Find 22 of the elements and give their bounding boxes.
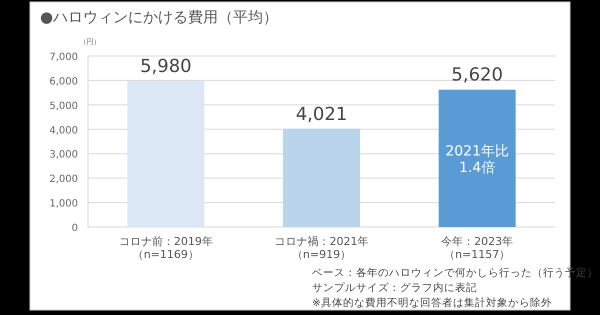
y-tick-label: 1,000 [49, 198, 78, 210]
y-tick-label: 5,000 [49, 100, 78, 112]
text: ※具体的な費用不明な回答者は集計対象から除外 [312, 296, 552, 309]
x-tick-label: コロナ禍：2021年（n=919） [274, 235, 368, 262]
x-tick-label: コロナ前：2019年（n=1169） [118, 235, 213, 262]
annotation: 2021年比1.4倍 [445, 143, 509, 176]
data-label: 5,620 [451, 64, 503, 86]
bar [283, 128, 360, 227]
x-tick-label: 今年：2023年（n=1157） [441, 235, 514, 262]
y-tick-label: 0 [72, 223, 78, 234]
text: サンプルサイズ：グラフ内に表記 [312, 281, 477, 294]
bar [438, 90, 516, 227]
bar [127, 80, 204, 227]
y-tick-label: 3,000 [49, 150, 78, 161]
text: ベース：各年のハロウィンで何かしら行った（行う予定） [312, 266, 598, 279]
y-tick-label: 7,000 [49, 52, 78, 63]
chart-title: ●ハロウィンにかける費用（平均） [40, 8, 278, 26]
y-tick-label: 6,000 [49, 76, 78, 88]
y-tick-label: 2,000 [49, 174, 78, 186]
data-label: 4,021 [296, 104, 348, 125]
data-label: 5,980 [140, 56, 192, 77]
y-tick-label: 4,000 [49, 125, 78, 136]
